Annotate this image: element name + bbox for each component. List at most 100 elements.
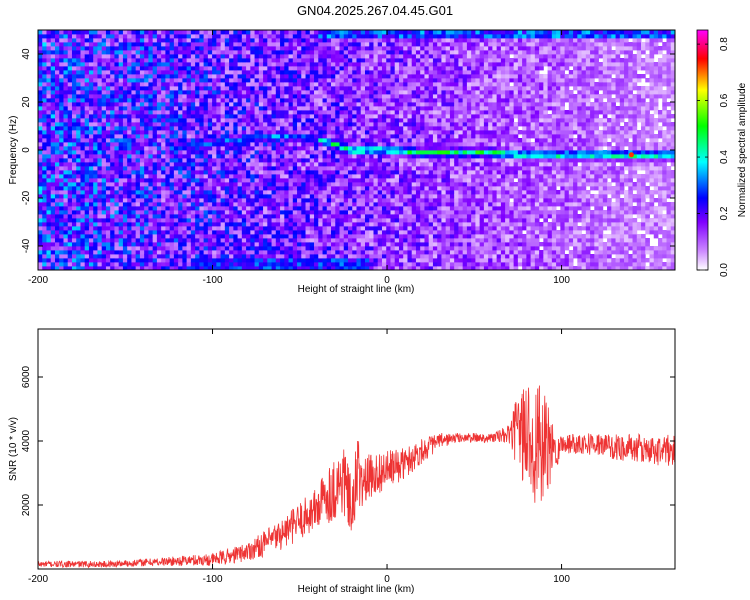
spectrogram-cell xyxy=(263,42,268,47)
spectrogram-cell xyxy=(271,258,277,263)
spectrogram-cell xyxy=(161,162,166,167)
spectrogram-cell xyxy=(131,90,137,95)
spectrogram-cell xyxy=(288,174,294,179)
spectrogram-cell xyxy=(233,134,238,139)
spectrogram-cell xyxy=(280,70,285,75)
spectrogram-cell xyxy=(339,126,345,131)
spectrogram-cell xyxy=(46,190,52,195)
spectrogram-cell xyxy=(67,66,73,71)
spectrogram-cell xyxy=(381,82,387,87)
spectrogram-cell xyxy=(42,226,47,231)
spectrogram-cell xyxy=(288,266,294,270)
spectrogram-cell xyxy=(348,262,353,267)
spectrogram-cell xyxy=(54,50,60,55)
spectrogram-cell xyxy=(190,86,196,91)
spectrogram-cell xyxy=(263,222,268,227)
spectrogram-cell xyxy=(203,262,209,267)
spectrogram-cell xyxy=(364,190,370,195)
spectrogram-cell xyxy=(46,262,52,267)
spectrogram-cell xyxy=(161,190,166,195)
spectrogram-cell xyxy=(114,54,120,59)
spectrogram-cell xyxy=(284,142,289,147)
spectrogram-cell xyxy=(76,138,81,143)
spectrogram-cell xyxy=(356,186,362,191)
spectrogram-cell xyxy=(80,262,86,267)
spectrogram-cell xyxy=(67,82,73,87)
spectrogram-cell xyxy=(339,74,345,79)
spectrogram-cell xyxy=(335,246,340,251)
spectrogram-cell xyxy=(331,98,336,103)
spectrogram-cell xyxy=(199,66,205,71)
spectrogram-cell xyxy=(118,218,124,223)
spectrogram-cell xyxy=(38,158,43,163)
spectrogram-cell xyxy=(309,62,315,67)
spectrogram-cell xyxy=(241,94,247,99)
spectrogram-cell xyxy=(178,194,183,199)
spectrogram-cell xyxy=(122,106,128,111)
spectrogram-cell xyxy=(207,198,213,203)
spectrogram-cell xyxy=(246,170,251,175)
spectrogram-cell xyxy=(173,234,179,239)
spectrogram-cell xyxy=(169,134,175,139)
spectrogram-cell xyxy=(314,78,319,83)
spectrogram-cell xyxy=(182,234,188,239)
spectrogram-cell xyxy=(76,54,81,59)
spectrogram-cell xyxy=(148,42,154,47)
spectrogram-cell xyxy=(381,186,387,191)
spectrogram-cell xyxy=(50,234,56,239)
spectrogram-cell xyxy=(97,234,103,239)
spectrogram-cell xyxy=(152,254,158,259)
spectrogram-cell xyxy=(233,146,238,151)
spectrogram-cell xyxy=(237,114,243,119)
spectrogram-cell xyxy=(377,62,383,67)
spectrogram-cell xyxy=(233,150,238,155)
spectrogram-cell xyxy=(144,62,149,67)
spectrogram-cell xyxy=(63,126,69,131)
spectrogram-cell xyxy=(246,62,251,67)
spectrogram-cell xyxy=(148,262,154,267)
spectrogram-cell xyxy=(348,194,353,199)
spectrogram-cell xyxy=(322,130,328,135)
spectrogram-cell xyxy=(110,222,115,227)
spectrogram-cell xyxy=(267,38,272,43)
spectrogram-cell xyxy=(105,178,111,183)
spectrogram-cell xyxy=(156,194,162,199)
spectrogram-cell xyxy=(110,250,115,255)
spectrogram-cell xyxy=(71,238,77,243)
spectrogram-cell xyxy=(131,158,137,163)
spectrogram-cell xyxy=(101,242,107,247)
spectrogram-cell xyxy=(237,94,243,99)
spectrogram-cell xyxy=(135,218,141,223)
spectrogram-cell xyxy=(190,210,196,215)
spectrogram-cell xyxy=(322,206,328,211)
spectrogram-cell xyxy=(63,242,69,247)
spectrogram-cell xyxy=(110,46,115,51)
spectrogram-cell xyxy=(318,238,323,243)
spectrogram-cell xyxy=(203,170,209,175)
spectrogram-cell xyxy=(292,126,298,131)
spectrogram-cell xyxy=(156,218,162,223)
spectrogram-cell xyxy=(229,66,234,71)
spectrogram-cell xyxy=(250,102,255,107)
spectrogram-cell xyxy=(220,178,226,183)
spectrogram-cell xyxy=(148,214,154,219)
spectrogram-cell xyxy=(71,146,77,151)
spectrogram-cell xyxy=(186,126,192,131)
spectrogram-cell xyxy=(152,170,158,175)
spectrogram-cell xyxy=(165,110,171,115)
spectrogram-cell xyxy=(360,262,366,267)
spectrogram-cell xyxy=(195,158,200,163)
spectrogram-cell xyxy=(46,138,52,143)
spectrogram-cell xyxy=(131,246,137,251)
spectrogram-cell xyxy=(254,70,260,75)
spectrogram-cell xyxy=(59,30,64,35)
spectrogram-cell xyxy=(42,106,47,111)
spectrogram-cell xyxy=(386,210,391,215)
spectrogram-cell xyxy=(169,74,175,79)
spectrogram-cell xyxy=(71,258,77,263)
spectrogram-cell xyxy=(186,102,192,107)
spectrogram-cell xyxy=(199,30,205,35)
spectrogram-cell xyxy=(199,34,205,39)
spectrogram-cell xyxy=(80,70,86,75)
spectrogram-cell xyxy=(352,246,357,251)
